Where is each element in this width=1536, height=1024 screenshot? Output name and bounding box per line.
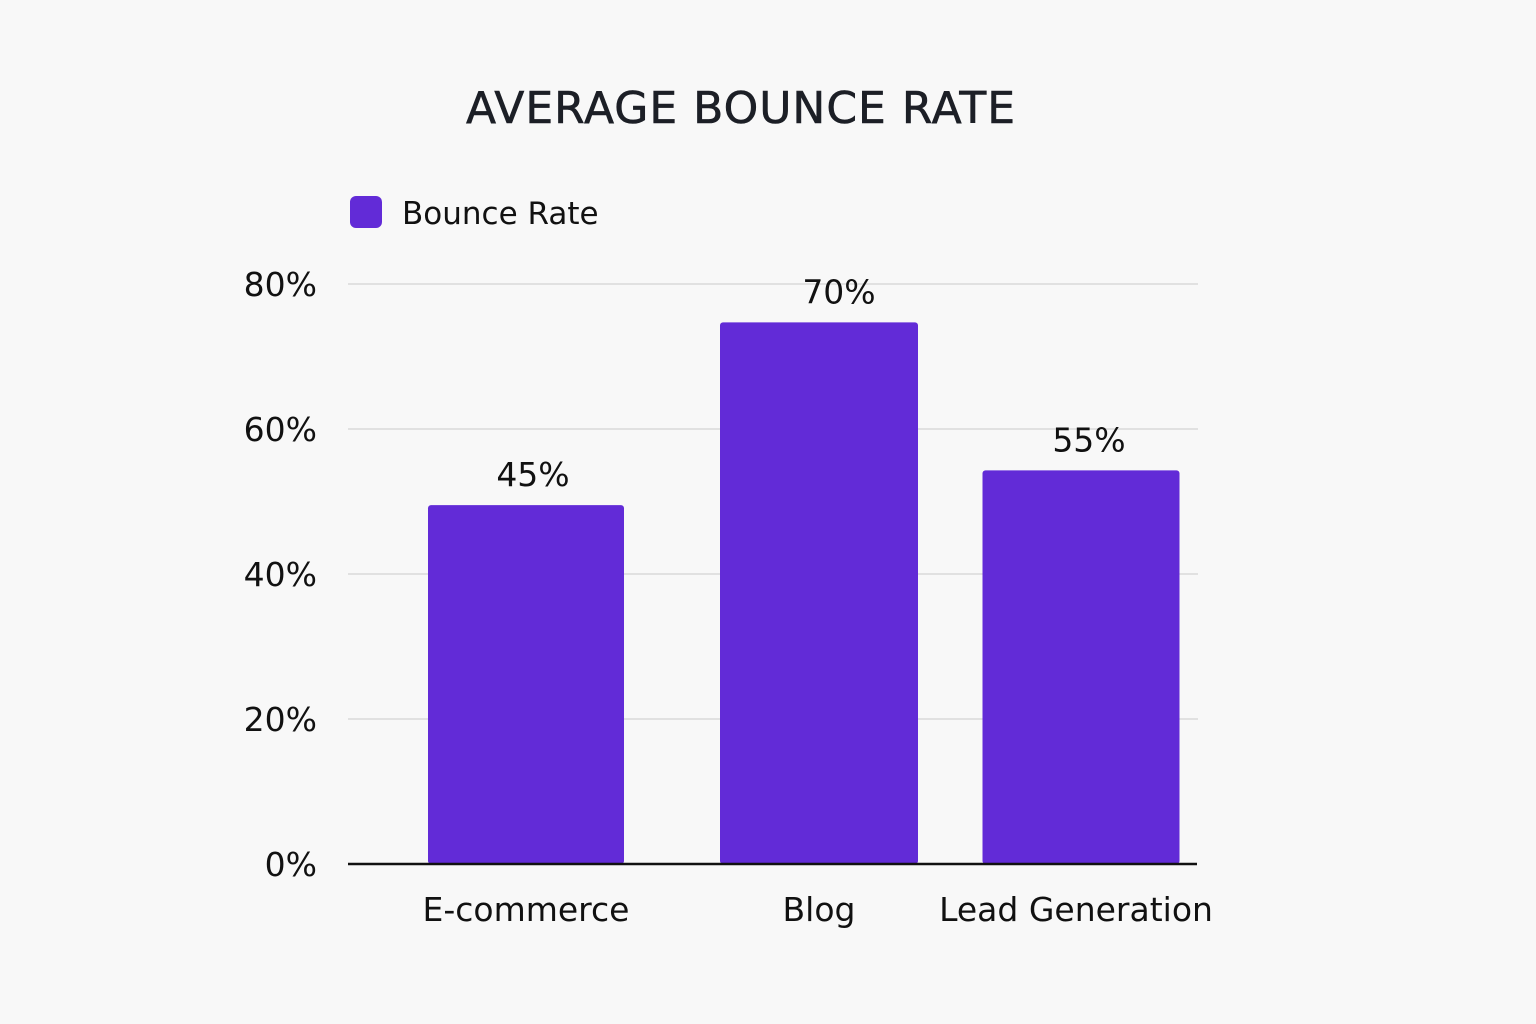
y-tick-label: 20% — [244, 700, 317, 739]
y-tick-label: 40% — [244, 555, 317, 594]
bar-e-commerce — [428, 505, 624, 864]
x-category-label: Blog — [783, 890, 856, 929]
legend: Bounce Rate — [350, 196, 599, 232]
y-tick-label: 60% — [244, 410, 317, 449]
chart-title: AVERAGE BOUNCE RATE — [466, 83, 1016, 134]
x-axis-categories: E-commerce Blog Lead Generation — [423, 890, 1213, 929]
x-category-label: E-commerce — [423, 890, 630, 929]
data-label: 55% — [1052, 420, 1125, 459]
data-label: 45% — [496, 455, 569, 494]
x-category-label: Lead Generation — [939, 890, 1213, 929]
data-label: 70% — [802, 272, 875, 311]
bar-blog — [720, 322, 918, 864]
legend-label: Bounce Rate — [402, 196, 599, 232]
y-tick-label: 0% — [265, 845, 317, 884]
legend-swatch — [350, 196, 382, 228]
y-tick-label: 80% — [244, 265, 317, 304]
bar-lead-generation — [982, 470, 1180, 864]
data-labels: 45% 70% 55% — [496, 272, 1125, 494]
y-axis-ticks: 0% 20% 40% 60% 80% — [244, 265, 317, 884]
bars — [428, 322, 1180, 864]
